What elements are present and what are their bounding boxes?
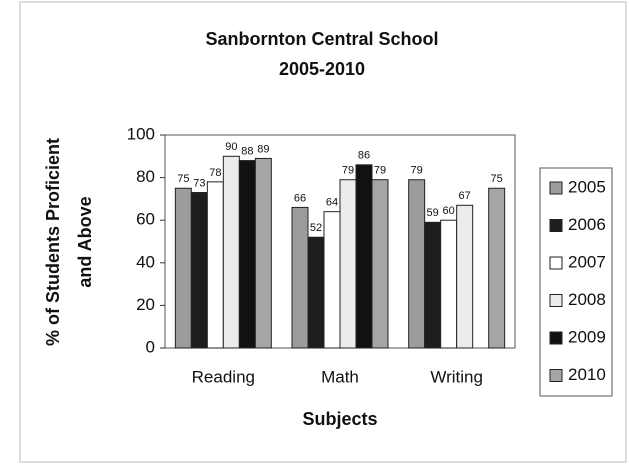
legend-swatch [549,181,563,195]
x-tick-label: Writing [430,367,483,386]
bar [355,164,373,349]
value-label: 89 [257,143,269,155]
value-label: 90 [225,141,237,153]
bar [440,219,458,349]
bar [488,187,506,349]
bar [424,221,442,349]
bar [339,179,357,349]
y-tick-label: 100 [127,124,155,143]
legend-swatch [549,294,563,307]
chart-subtitle: 2005-2010 [279,59,365,79]
legend-label: 2006 [568,215,606,234]
legend-box [539,167,613,397]
bar [408,179,426,349]
value-label: 66 [294,192,306,204]
y-axis-label-line: and Above [75,196,95,287]
value-label: 88 [241,145,253,157]
legend-label: 2008 [568,290,606,309]
legend-label: 2007 [568,252,606,271]
legend-swatch [549,256,563,270]
y-axis-label-line: % of Students Proficient [43,138,63,346]
y-tick-label: 40 [136,252,155,271]
bar [206,181,224,349]
legend-label: 2010 [568,365,606,384]
legend-swatch [549,331,563,345]
legend-swatch [549,369,563,382]
bar [307,236,325,349]
legend-label: 2009 [568,327,606,346]
y-tick-label: 60 [136,210,155,229]
value-label: 73 [193,177,205,189]
bar [291,206,309,349]
value-label: 75 [177,173,189,185]
value-label: 79 [342,165,354,177]
bar [254,157,272,349]
y-tick-label: 20 [136,295,155,314]
value-label: 79 [411,165,423,177]
value-label: 64 [326,197,338,209]
bar [190,192,208,349]
value-label: 86 [358,150,370,162]
value-label: 75 [491,173,503,185]
x-axis-label: Subjects [302,409,377,429]
y-tick-label: 80 [136,167,155,186]
x-tick-label: Math [321,367,359,386]
value-label: 52 [310,222,322,234]
bar [371,179,389,349]
value-label: 79 [374,165,386,177]
bar [238,160,256,349]
legend-label: 2005 [568,177,606,196]
value-label: 78 [209,167,221,179]
chart-title: Sanbornton Central School [205,29,438,49]
bar [174,187,192,349]
y-tick-label: 0 [146,337,155,356]
bar [323,211,341,349]
value-label: 60 [443,205,455,217]
legend-swatch [549,219,563,232]
bar [456,204,474,349]
value-label: 67 [459,190,471,202]
y-axis-label: % of Students Proficient and Above [43,138,95,346]
value-label: 59 [427,207,439,219]
bar [222,155,240,349]
x-tick-label: Reading [192,367,255,386]
